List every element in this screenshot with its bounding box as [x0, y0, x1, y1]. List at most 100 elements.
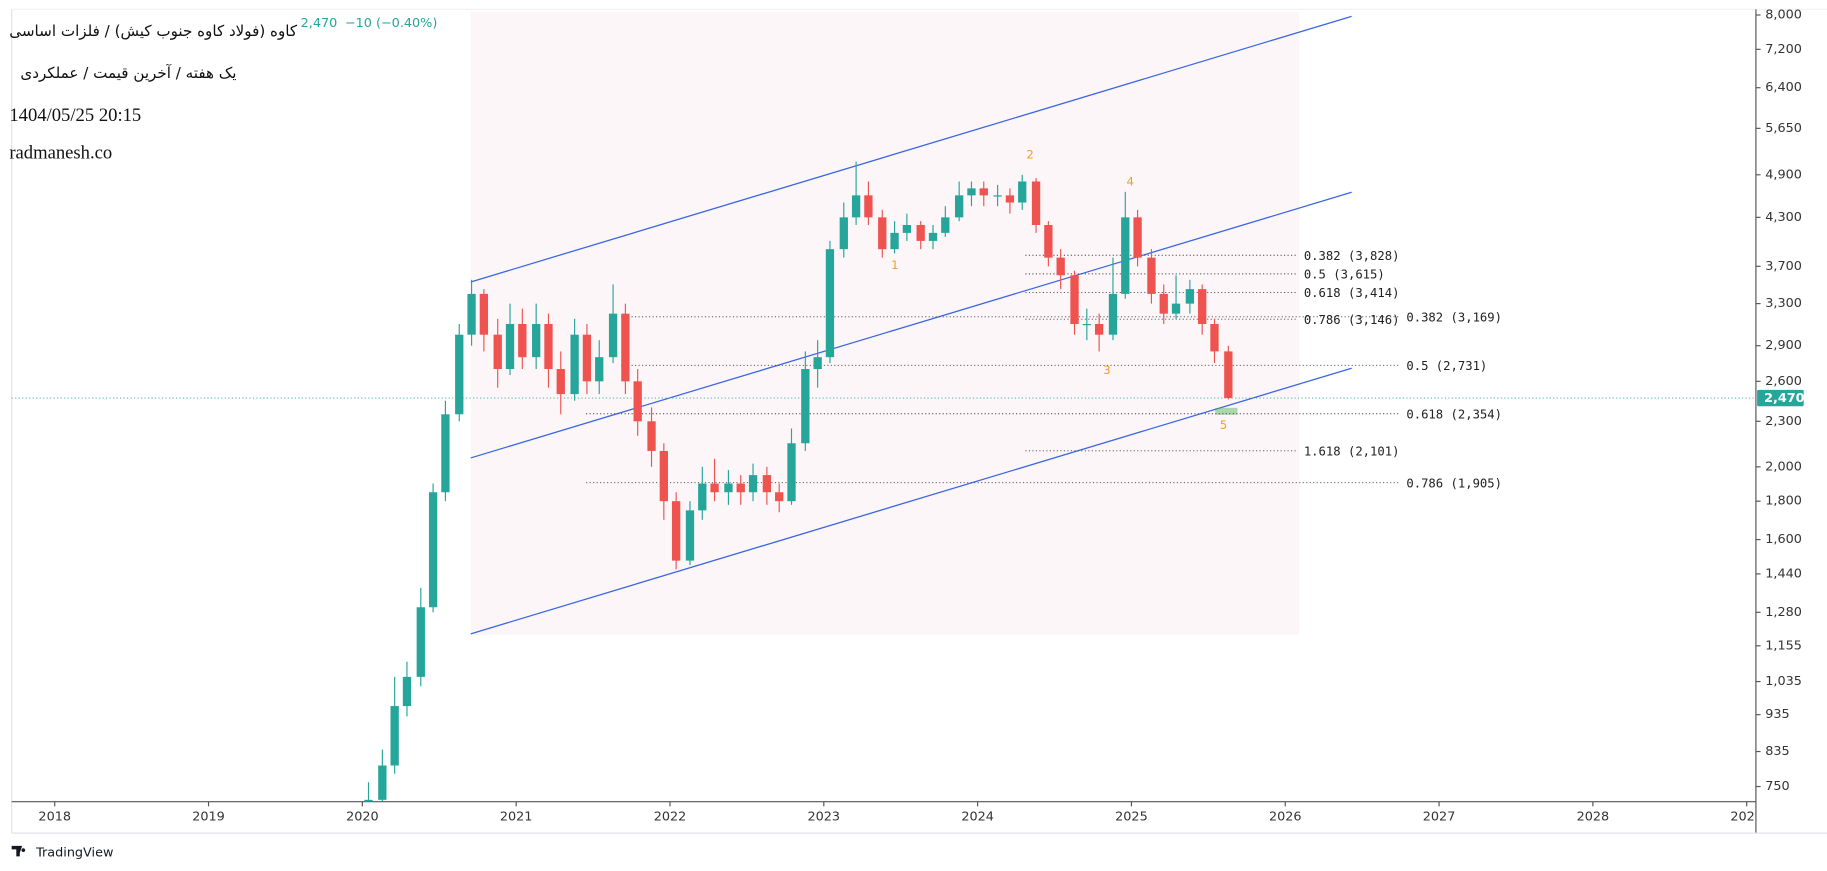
- fib-label: 0.5 (3,615): [1304, 268, 1385, 282]
- candle-body: [748, 475, 758, 493]
- y-tick-label: 8,000: [1765, 7, 1802, 22]
- candle-body: [955, 195, 964, 218]
- candle-body: [724, 483, 733, 493]
- overlay: 0.382 (3,828) 0.5 (3,615) 0.618 (3,414) 0.7…: [891, 147, 1804, 490]
- candle-body: [1018, 181, 1027, 203]
- candle-body: [813, 357, 822, 370]
- chart-subtitle: یک هفته / آخرین قیمت / عملکردی: [20, 64, 236, 82]
- candle-body: [1005, 195, 1015, 203]
- candle-body: [647, 421, 656, 451]
- candle-body: [979, 188, 988, 196]
- x-axis: 2018 2019 2020 2021 2022 2023 2024 2025 2026 2027…: [38, 801, 1756, 824]
- candle-body: [416, 607, 425, 677]
- candle-body: [993, 195, 1002, 197]
- y-tick-label: 7,200: [1765, 42, 1802, 57]
- y-tick-label: 2,600: [1765, 374, 1802, 389]
- candle-body: [378, 765, 387, 800]
- candle-body: [608, 313, 618, 358]
- candle-body: [1070, 275, 1079, 324]
- candle-body: [902, 225, 912, 233]
- y-tick-label: 1,800: [1765, 494, 1802, 509]
- candle-body: [762, 475, 772, 493]
- fib-label: 0.382 (3,169): [1406, 310, 1502, 324]
- candle-body: [916, 225, 925, 241]
- candle-body: [851, 195, 861, 218]
- candle-body: [736, 483, 745, 493]
- candle-body: [1185, 289, 1195, 304]
- candle-body: [878, 217, 887, 250]
- y-tick-label: 1,035: [1765, 674, 1802, 689]
- wave-label: 5: [1220, 418, 1227, 432]
- candle-body: [864, 195, 873, 218]
- last-price-header: 2,470: [301, 16, 338, 31]
- candle-body: [505, 323, 515, 370]
- candle-body: [1210, 323, 1219, 352]
- x-tick-label: 2021: [500, 809, 533, 824]
- y-tick-label: 2,000: [1765, 459, 1802, 474]
- candle-body: [402, 676, 412, 707]
- y-tick-label: 2,300: [1765, 414, 1802, 429]
- y-tick-label: 1,280: [1765, 605, 1802, 620]
- y-tick-label: 6,400: [1765, 80, 1802, 95]
- candle-body: [1082, 323, 1091, 326]
- fib-label: 0.786 (3,146): [1304, 313, 1400, 327]
- fib-label: 1.618 (2,101): [1304, 444, 1400, 458]
- datetime: 1404/05/25 20:15: [9, 105, 141, 126]
- y-tick-label: 4,900: [1765, 167, 1802, 182]
- last-price-box: [1757, 389, 1804, 407]
- candle-body: [710, 483, 719, 493]
- candle-body: [967, 188, 976, 196]
- fib-label: 0.786 (1,905): [1406, 476, 1502, 490]
- candle-body: [1094, 323, 1104, 335]
- candle-body: [801, 369, 810, 444]
- candle-body: [775, 492, 784, 502]
- candle-body: [479, 293, 489, 335]
- candle-body: [428, 492, 438, 608]
- y-tick-label: 835: [1765, 744, 1789, 759]
- candle-body: [659, 450, 668, 502]
- fib-label: 0.618 (2,354): [1406, 407, 1502, 421]
- channel-upper: [470, 15, 1352, 283]
- wave-label: 1: [891, 258, 898, 272]
- candle-body: [1044, 225, 1053, 258]
- candle-body: [633, 381, 642, 422]
- y-tick-label: 4,300: [1765, 210, 1802, 225]
- zone-shade: [470, 11, 1300, 636]
- candle-body: [621, 313, 630, 382]
- candle-body: [685, 510, 695, 561]
- candle-body: [544, 323, 553, 370]
- chart-title: کاوه (فولاد کاوه جنوب کیش) / فلزات اساسی: [9, 22, 298, 40]
- candle-body: [364, 799, 373, 802]
- x-tick-label: 2027: [1423, 809, 1456, 824]
- candle-body: [582, 334, 592, 382]
- y-tick-label: 1,600: [1765, 532, 1802, 547]
- price-change: −10 (−0.40%): [345, 16, 437, 31]
- candle-body: [518, 323, 527, 358]
- x-tick-label: 2022: [654, 809, 687, 824]
- plot-area: [11, 15, 1756, 802]
- fib-label: 0.382 (3,828): [1304, 249, 1400, 263]
- target-zone: [1215, 407, 1238, 415]
- wave-label: 3: [1103, 363, 1110, 377]
- fib-label: 0.618 (3,414): [1304, 286, 1400, 300]
- candle-body: [493, 334, 502, 370]
- y-axis: 750 835 935 1,035 1,155 1,280 1,440 1,600 1,800 2…: [1755, 7, 1802, 794]
- y-tick-label: 3,700: [1765, 259, 1802, 274]
- y-tick-label: 935: [1765, 707, 1789, 722]
- candle-body: [1198, 289, 1207, 324]
- candle-body: [1133, 217, 1142, 258]
- y-tick-label: 5,650: [1765, 121, 1802, 136]
- candle-body: [570, 334, 579, 395]
- candle-body: [532, 323, 541, 358]
- x-tick-label: 2023: [808, 809, 841, 824]
- last-price-label: 2,470: [1764, 391, 1805, 406]
- x-tick-label: 2025: [1115, 809, 1148, 824]
- candle-body: [928, 232, 938, 241]
- x-tick-label: 2019: [192, 809, 225, 824]
- fib-label: 0.5 (2,731): [1406, 359, 1487, 373]
- candle-body: [1171, 303, 1181, 314]
- x-tick-label: 2028: [1577, 809, 1610, 824]
- brand-name: TradingView: [35, 845, 113, 860]
- candle-body: [556, 369, 565, 395]
